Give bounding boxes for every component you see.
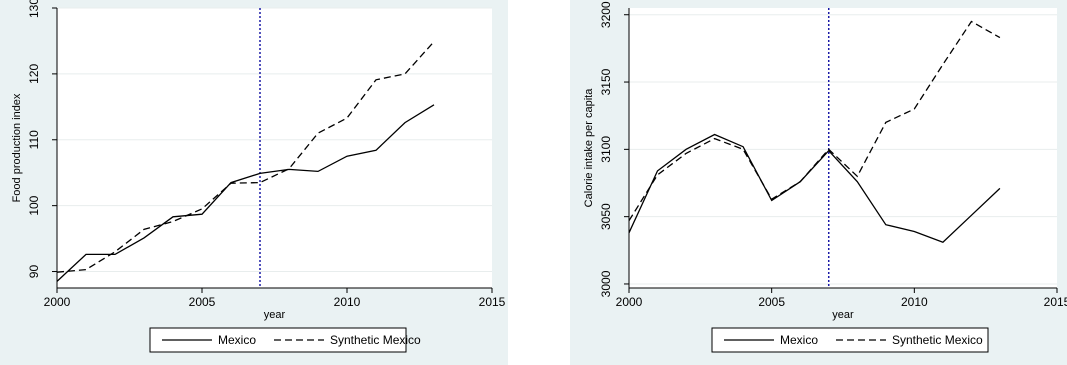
x-axis-label: year: [832, 309, 854, 321]
y-tick-label: 100: [27, 195, 41, 215]
y-tick-label: 3050: [599, 203, 613, 230]
y-tick-label: 3000: [599, 270, 613, 297]
x-tick-label: 2015: [479, 295, 506, 309]
legend-label: Synthetic Mexico: [892, 333, 983, 347]
food-production-chart: 90 100 110 120 130 2000 2005 2010 2015 year Food p…: [11, 0, 506, 353]
x-tick-label: 2005: [758, 295, 785, 309]
legend-label: Mexico: [218, 333, 256, 347]
y-tick-label: 90: [27, 265, 41, 279]
y-tick-label: 130: [27, 0, 41, 18]
legend-label: Mexico: [780, 333, 818, 347]
x-tick-label: 2015: [1044, 295, 1067, 309]
y-axis-label: Calorie intake per capita: [583, 88, 595, 208]
x-tick-label: 2000: [616, 295, 643, 309]
y-tick-label: 3100: [599, 136, 613, 163]
x-tick-label: 2010: [901, 295, 928, 309]
food-production-chart-panel: 90 100 110 120 130 2000 2005 2010 2015 year Food p…: [0, 0, 508, 365]
calorie-intake-chart-panel: 3000 3050 3100 3150 3200 2000 2005 2010 2015 year…: [570, 0, 1067, 365]
x-tick-label: 2005: [189, 295, 216, 309]
x-tick-label: 2000: [44, 295, 71, 309]
x-tick-label: 2010: [334, 295, 361, 309]
y-tick-label: 3150: [599, 68, 613, 95]
series-line-mexico: [56, 104, 435, 282]
series-line-synthetic: [628, 20, 1001, 222]
x-axis-label: year: [264, 309, 286, 321]
y-tick-label: 120: [27, 64, 41, 84]
legend-label: Synthetic Mexico: [330, 333, 421, 347]
series-line-synthetic: [56, 41, 435, 273]
y-axis-label: Food production index: [11, 93, 23, 202]
y-tick-label: 110: [27, 130, 41, 149]
calorie-intake-chart: 3000 3050 3100 3150 3200 2000 2005 2010 2015 year…: [583, 1, 1067, 353]
y-tick-label: 3200: [599, 1, 613, 28]
plot-area: [629, 8, 1057, 288]
